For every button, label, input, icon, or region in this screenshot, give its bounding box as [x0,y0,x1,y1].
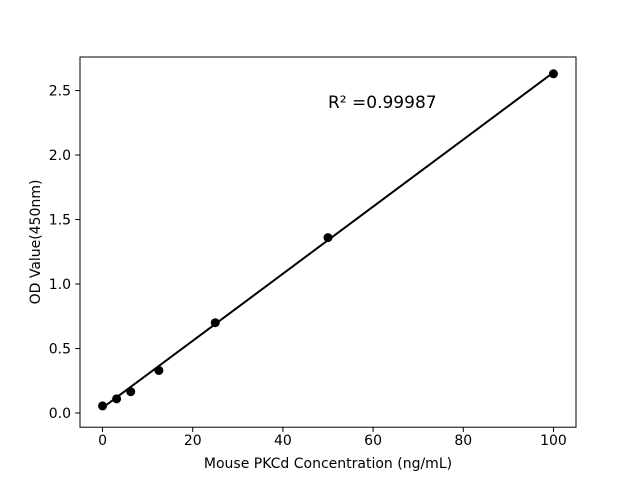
y-tick-label: 2.5 [49,84,71,100]
x-tick-label: 100 [540,433,567,449]
data-point [98,401,108,411]
x-tick-label: 80 [454,433,472,449]
x-tick-label: 40 [274,433,292,449]
x-tick-label: 0 [98,433,107,449]
y-tick-label: 1.0 [49,277,71,293]
y-axis-label: OD Value(450nm) [28,180,44,305]
data-point [154,365,164,375]
x-tick-label: 60 [364,433,382,449]
data-point [112,394,122,404]
y-tick-label: 0.0 [49,406,71,422]
data-point [323,233,333,243]
y-tick-label: 1.5 [49,213,71,229]
plot-frame [79,56,577,428]
plot-area: 0 20 40 60 80 100 0.0 0.5 1.0 1.5 2.0 2.5 [49,56,577,449]
r-squared-annotation: R² =0.99987 [328,93,437,113]
data-point [210,318,220,328]
x-tick-label: 20 [184,433,202,449]
x-axis-label: Mouse PKCd Concentration (ng/mL) [204,456,452,472]
y-tick-label: 2.0 [49,148,71,164]
y-tick-label: 0.5 [49,342,71,358]
data-point [126,387,136,397]
data-point [548,69,558,79]
